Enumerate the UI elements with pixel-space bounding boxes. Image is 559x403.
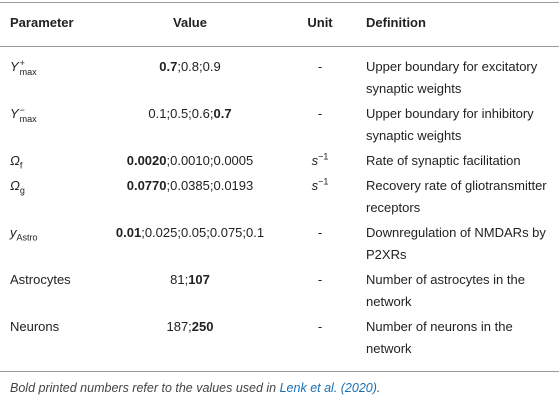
cell-text: Astrocytes bbox=[10, 272, 71, 287]
unit-cell: - bbox=[290, 56, 350, 78]
parameter-cell: Ωf bbox=[10, 150, 130, 172]
header-cell: Unit bbox=[307, 15, 333, 30]
value-part: ;0.0385;0.0193 bbox=[166, 178, 254, 193]
math-base: y bbox=[10, 225, 17, 240]
citation-link[interactable]: Lenk et al. (2020) bbox=[279, 381, 377, 395]
unit-cell: - bbox=[290, 103, 350, 125]
rule bbox=[0, 371, 559, 372]
value-part: 0.01 bbox=[115, 225, 142, 240]
rule bbox=[0, 2, 559, 3]
value-cell: 0.01;0.025;0.05;0.075;0.1 bbox=[100, 222, 280, 244]
cell-text: - bbox=[317, 106, 323, 121]
cell-text: - bbox=[317, 225, 323, 240]
parameter-cell: yAstro bbox=[10, 222, 130, 244]
value-cell: 187;250 bbox=[100, 316, 280, 338]
value-part: 187; bbox=[166, 319, 192, 334]
value-cell: 0.0020;0.0010;0.0005 bbox=[100, 150, 280, 172]
sup-sub: + max bbox=[19, 57, 37, 77]
value-cell: 0.0770;0.0385;0.0193 bbox=[100, 175, 280, 197]
unit-cell: - bbox=[290, 222, 350, 244]
math-expr: yAstro bbox=[10, 225, 38, 243]
math-expr: s−1 bbox=[311, 176, 329, 193]
math-base: s bbox=[311, 178, 319, 193]
value-part: ;0.0010;0.0005 bbox=[166, 153, 254, 168]
math-expr: Ωg bbox=[10, 178, 25, 196]
definition-cell: Number of neurons in the network bbox=[366, 319, 513, 356]
math-expr: Ωf bbox=[10, 153, 23, 171]
footnote-text: Bold printed numbers refer to the values… bbox=[10, 381, 280, 395]
value-part: 0.1;0.5;0.6; bbox=[148, 106, 214, 121]
math-base: Ω bbox=[10, 178, 20, 193]
value-part: 250 bbox=[191, 319, 214, 334]
rule bbox=[0, 46, 559, 47]
value-part: 107 bbox=[188, 272, 210, 287]
math-expr: s−1 bbox=[311, 151, 329, 168]
definition-cell: Downregulation of NMDARs by P2XRs bbox=[366, 225, 546, 262]
header-cell: Value bbox=[173, 15, 207, 30]
parameter-cell: Ωg bbox=[10, 175, 130, 197]
definition-cell: Upper boundary for inhibitory synaptic w… bbox=[366, 106, 534, 143]
definition-cell: Upper boundary for excitatory synaptic w… bbox=[366, 59, 538, 96]
value-cell: 0.1;0.5;0.6;0.7 bbox=[100, 103, 280, 125]
value-part: 0.0770 bbox=[126, 178, 167, 193]
superscript: + bbox=[19, 57, 25, 68]
parameter-cell: Y − max bbox=[10, 103, 130, 125]
definition-cell: Rate of synaptic facilitation bbox=[366, 153, 521, 168]
math-base: Ω bbox=[10, 153, 20, 168]
parameter-cell: Neurons bbox=[10, 316, 130, 338]
math-base: Y bbox=[10, 59, 19, 74]
cell-text: Neurons bbox=[10, 319, 60, 334]
subscript: f bbox=[19, 160, 23, 171]
math-expr: Y + max bbox=[10, 57, 37, 77]
unit-cell: - bbox=[290, 316, 350, 338]
parameter-cell: Astrocytes bbox=[10, 269, 130, 291]
cell-text: - bbox=[317, 59, 323, 74]
value-part: ;0.8;0.9 bbox=[177, 59, 221, 74]
unit-cell: s−1 bbox=[290, 150, 350, 172]
definition-cell: Number of astrocytes in the network bbox=[366, 272, 525, 309]
parameter-cell: Y + max bbox=[10, 56, 130, 78]
subscript: max bbox=[19, 113, 37, 124]
definition-cell: Recovery rate of gliotransmitter recepto… bbox=[366, 178, 547, 215]
footnote-text: . bbox=[376, 381, 381, 395]
cell-text: - bbox=[317, 319, 323, 334]
unit-cell: s−1 bbox=[290, 175, 350, 197]
value-part: 81; bbox=[170, 272, 189, 287]
value-part: 0.7 bbox=[213, 106, 232, 121]
math-base: Y bbox=[10, 106, 19, 121]
superscript: −1 bbox=[318, 151, 329, 162]
superscript: − bbox=[19, 104, 25, 115]
superscript: −1 bbox=[318, 176, 329, 187]
value-part: 0.7 bbox=[159, 59, 178, 74]
header-cell: Parameter bbox=[10, 15, 74, 30]
math-base: s bbox=[311, 153, 319, 168]
subscript: g bbox=[19, 185, 25, 196]
footnote: Bold printed numbers refer to the values… bbox=[10, 381, 380, 395]
header-cell: Definition bbox=[366, 15, 426, 30]
value-part: 0.0020 bbox=[126, 153, 167, 168]
value-part: ;0.025;0.05;0.075;0.1 bbox=[141, 225, 265, 240]
unit-cell: - bbox=[290, 269, 350, 291]
sup-sub: − max bbox=[19, 104, 37, 124]
subscript: max bbox=[19, 66, 37, 77]
subscript: Astro bbox=[16, 232, 38, 243]
math-expr: Y − max bbox=[10, 104, 37, 124]
value-cell: 81;107 bbox=[100, 269, 280, 291]
value-cell: 0.7;0.8;0.9 bbox=[100, 56, 280, 78]
cell-text: - bbox=[317, 272, 323, 287]
